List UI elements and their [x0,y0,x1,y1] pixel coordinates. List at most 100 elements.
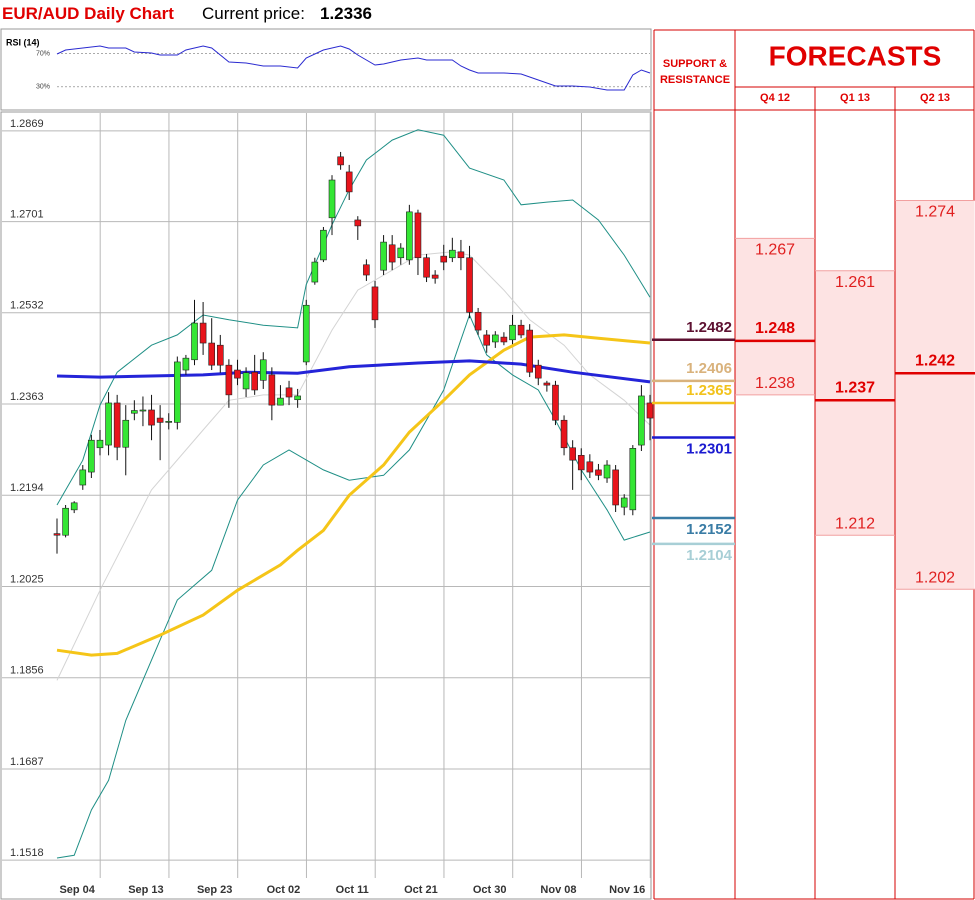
candle-body [337,156,344,166]
candle-body [165,421,173,423]
rsi-title: RSI (14) [6,37,40,47]
candle-body [208,342,215,366]
y-tick-label: 1.2025 [10,573,44,585]
x-tick-label: Sep 13 [128,884,163,896]
candle-body [371,286,379,321]
candle-body [595,469,602,476]
candle-body [552,384,559,421]
candle-body [577,455,585,471]
price-label: Current price: [202,4,305,23]
support-resistance-value: 1.2482 [686,319,732,336]
forecast-low-value: 1.238 [755,375,795,392]
forecast-high-value: 1.261 [835,274,875,291]
candle-body [199,322,207,344]
candle-body [294,395,301,401]
rsi-tick-label: 30% [36,84,50,91]
candle-body [620,497,628,508]
candle-body [423,257,430,278]
candle-body [268,374,276,406]
y-tick-label: 1.2869 [10,118,44,130]
forecast-range [895,200,975,590]
candle-body [603,464,611,479]
overlay-line [56,359,651,384]
y-tick-label: 1.2363 [10,391,44,403]
candle-body [328,179,336,219]
candle-body [345,171,353,193]
forecast-column-header: Q4 12 [760,92,790,104]
candle-body [534,364,542,379]
candle-body [509,324,516,341]
candle-body [122,419,130,448]
candle-body [543,382,551,386]
candle-body [277,397,284,406]
candle-body [629,448,637,511]
x-tick-label: Oct 02 [267,884,301,896]
x-tick-label: Sep 04 [59,884,95,896]
y-tick-label: 1.2701 [10,208,44,220]
forecast-mid-value: 1.237 [835,379,875,396]
candle-body [113,402,121,448]
y-tick-label: 1.1856 [10,665,44,677]
x-tick-label: Oct 11 [336,884,369,896]
candle-body [191,322,198,361]
candle-body [139,409,147,412]
x-tick-label: Nov 16 [609,884,645,896]
candle-body [70,502,78,511]
current-price: 1.2336 [320,4,372,23]
rsi-tick-label: 70% [36,51,50,58]
candle-body [105,402,112,446]
y-tick-label: 1.2532 [10,300,44,312]
main-frame [0,111,652,900]
candle-body [182,357,190,371]
candle-body [285,387,293,398]
candle-body [148,409,155,426]
candle-body [88,439,95,473]
candle-body [517,324,525,336]
candle-body [156,417,164,423]
candle-body [320,229,327,261]
candle-body [311,261,319,283]
x-tick-label: Oct 30 [473,884,507,896]
candle-body [457,251,465,259]
support-resistance-value: 1.2301 [686,440,732,457]
candle-body [646,402,654,419]
forecast-range [815,270,895,536]
candle-body [449,249,456,259]
candle-body [492,334,499,343]
candle-body [500,336,508,343]
candle-body [474,311,482,331]
overlay-line [56,129,651,506]
support-resistance-value: 1.2406 [686,360,732,377]
candle-body [62,507,69,536]
candle-body [251,371,258,391]
candle-body [638,395,645,446]
chart-title: EUR/AUD Daily Chart [2,4,174,23]
candle-body [53,533,61,536]
candle-body [242,372,250,390]
forecast-column-header: Q1 13 [840,92,870,104]
forecast-mid-value: 1.242 [915,352,955,369]
forecast-column-header: Q2 13 [920,92,950,104]
forecast-low-value: 1.202 [915,569,955,586]
candle-body [380,241,387,271]
candle-body [216,344,224,366]
candle-body [302,304,310,363]
candle-body [466,257,473,313]
candle-body [526,329,533,373]
x-tick-label: Sep 23 [197,884,232,896]
candle-body [483,334,491,346]
x-tick-label: Nov 08 [540,884,576,896]
candle-body [96,439,104,449]
candle-body [406,211,413,261]
support-resistance-value: 1.2152 [686,521,732,538]
support-resistance-value: 1.2104 [686,547,733,564]
candle-body [388,244,396,263]
candle-body [225,364,233,396]
overlay-line [56,251,651,681]
forecast-range [735,238,815,395]
candle-body [363,264,370,276]
candle-body [354,219,362,227]
forecast-low-value: 1.212 [835,515,875,532]
